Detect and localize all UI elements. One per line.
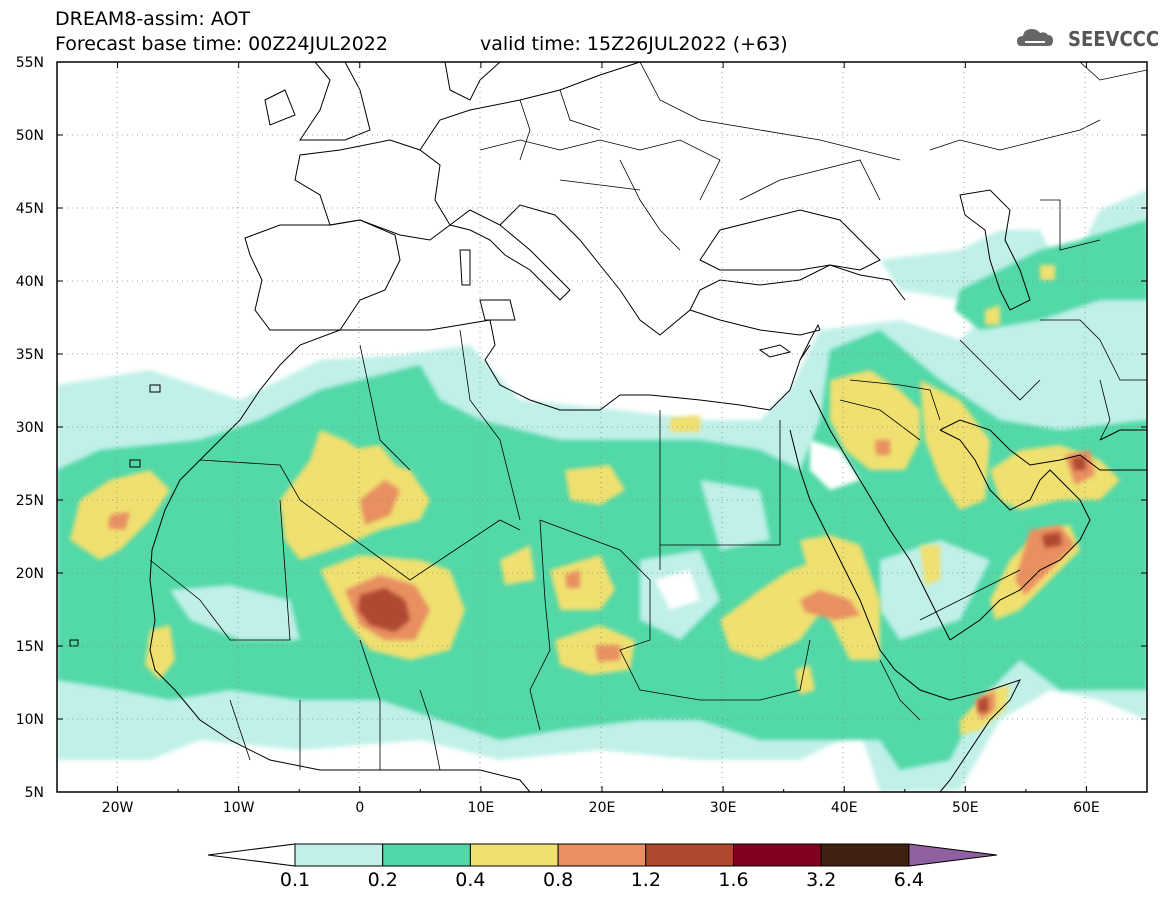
colorbar-label: 1.2 <box>631 869 661 891</box>
colorbar-segment <box>733 843 822 867</box>
colorbar-label: 0.8 <box>543 869 573 891</box>
colorbar-label: 0.1 <box>280 869 310 891</box>
lon-tick-label: 10E <box>468 800 495 816</box>
colorbar-label: 0.2 <box>368 869 398 891</box>
colorbar-label: 6.4 <box>894 869 924 891</box>
logo-text: SEEVCCC <box>1068 27 1160 51</box>
forecast-base-time: Forecast base time: 00Z24JUL2022 <box>55 33 388 55</box>
lon-tick-label: 60E <box>1073 800 1100 816</box>
colorbar-label: 3.2 <box>806 869 836 891</box>
lon-tick-label: 10W <box>223 800 255 816</box>
lon-tick-label: 30E <box>710 800 737 816</box>
colorbar-under-triangle <box>207 843 296 867</box>
map-title: DREAM8-assim: AOT <box>55 8 251 30</box>
lat-tick-label: 40N <box>16 274 44 290</box>
colorbar-segment <box>557 843 647 867</box>
longitude-labels: 20W 10W 0 10E 20E 30E 40E 50E 60E <box>102 800 1100 816</box>
lon-tick-label: 50E <box>952 800 979 816</box>
colorbar-label: 0.4 <box>455 869 485 891</box>
graticule <box>57 62 1147 792</box>
colorbar-label: 1.6 <box>718 869 748 891</box>
aot-field <box>57 62 1147 792</box>
lon-tick-label: 0 <box>355 800 364 816</box>
lat-tick-label: 35N <box>16 347 44 363</box>
lon-tick-label: 20E <box>589 800 616 816</box>
lat-tick-label: 45N <box>16 201 44 217</box>
lat-tick-label: 20N <box>16 566 44 582</box>
lat-tick-label: 50N <box>16 128 44 144</box>
colorbar-segment <box>469 843 559 867</box>
colorbar-segment <box>382 843 471 867</box>
colorbar-segment <box>294 843 384 867</box>
lat-tick-label: 30N <box>16 420 44 436</box>
colorbar-over-triangle <box>908 843 997 867</box>
lat-tick-label: 15N <box>16 639 44 655</box>
lat-tick-label: 10N <box>16 712 44 728</box>
colorbar-segment <box>820 843 910 867</box>
colorbar-segment <box>645 843 734 867</box>
lat-tick-label: 55N <box>16 55 44 71</box>
cloud-icon <box>1017 29 1053 46</box>
valid-time: valid time: 15Z26JUL2022 (+63) <box>480 33 788 55</box>
lat-tick-label: 25N <box>16 493 44 509</box>
lat-tick-label: 5N <box>25 785 44 801</box>
latitude-labels: 55N 50N 45N 40N 35N 30N 25N 20N 15N 10N 5N <box>16 55 44 801</box>
lon-tick-label: 40E <box>831 800 858 816</box>
borders <box>149 62 1147 771</box>
lon-tick-label: 20W <box>102 800 134 816</box>
